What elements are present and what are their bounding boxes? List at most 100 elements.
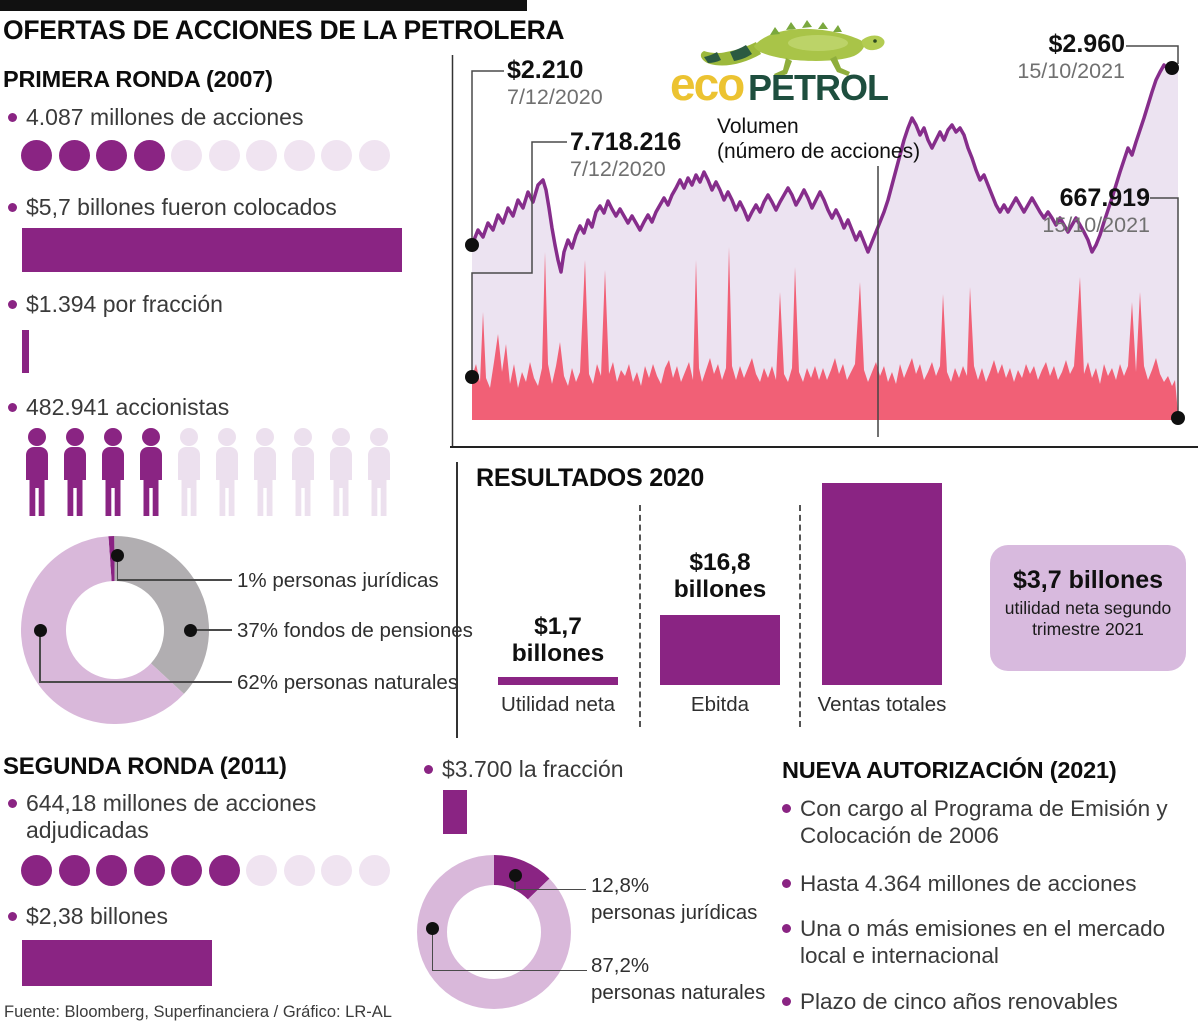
person-icon	[254, 428, 276, 516]
price-area	[472, 65, 1178, 420]
connector-line	[514, 875, 516, 890]
utilidad-2021-box: $3,7 billones utilidad neta segundo trim…	[990, 545, 1186, 671]
primera-colocados-label: $5,7 billones fueron colocados	[26, 194, 337, 220]
person-icon	[330, 428, 352, 516]
price-start-dot	[465, 238, 479, 252]
primera-colocados-bar	[22, 228, 402, 272]
person-icon	[26, 428, 48, 516]
ecopetrol-logo: eco PETROL	[670, 20, 889, 108]
annotation-volume-start: 7.718.216 7/12/2020	[570, 128, 681, 182]
bar-category-label: Utilidad neta	[501, 693, 615, 716]
primera-ronda-heading: PRIMERA RONDA (2007)	[3, 66, 273, 92]
annotation-date: 7/12/2020	[570, 157, 666, 181]
bullet-icon	[8, 113, 17, 122]
share-dot	[246, 855, 277, 886]
volume-area	[472, 247, 1178, 420]
primera-accionistas-item: 482.941 accionistas	[8, 394, 229, 421]
connector-line	[1126, 45, 1179, 64]
donut1-label-naturales: 62% personas naturales	[237, 671, 459, 694]
connector-line	[431, 928, 433, 971]
share-dot	[321, 140, 352, 171]
label-line: 87,2%	[591, 954, 650, 977]
annotation-volume-end: 667.919 15/10/2021	[1005, 184, 1150, 238]
primera-colocados-item: $5,7 billones fueron colocados	[8, 194, 337, 221]
donut2-label-naturales: 87,2% personas naturales	[591, 952, 765, 1006]
primera-fraccion-label: $1.394 por fracción	[26, 291, 223, 317]
person-icon	[292, 428, 314, 516]
segunda-adjudicadas-label: 644,18 millones de acciones adjudicadas	[26, 790, 317, 843]
bullet-icon	[8, 300, 17, 309]
segunda-donut-chart	[417, 855, 571, 1014]
fraccion2-label: $3.700 la fracción	[442, 756, 624, 782]
primera-accionistas-label: 482.941 accionistas	[26, 394, 230, 420]
share-dot	[358, 140, 390, 171]
bullet-icon	[8, 403, 17, 412]
share-dot	[283, 855, 315, 886]
share-dot	[321, 855, 352, 886]
volumen-label: Volumen (número de acciones)	[717, 114, 920, 164]
primera-fraccion-bar	[22, 330, 29, 373]
resultados-group-ebitda: $16,8 billones Ebitda	[640, 460, 800, 716]
donut2-label-juridicas: 12,8% personas jurídicas	[591, 872, 757, 926]
box-caption: utilidad neta segundo trimestre 2021	[1004, 598, 1172, 639]
donut1-label-pensiones: 37% fondos de pensiones	[237, 619, 473, 642]
share-dot	[358, 855, 390, 886]
connector-line	[190, 629, 232, 631]
bar-category-label: Ventas totales	[817, 693, 947, 716]
share-dot	[21, 140, 52, 171]
annotation-date: 7/12/2020	[507, 85, 603, 109]
share-dot	[283, 140, 315, 171]
nueva-bullet-3: Una o más emisiones en el mercado local …	[782, 915, 1194, 969]
annotation-value: $2.960	[1048, 30, 1125, 58]
bar-category-label: Ebitda	[690, 693, 750, 716]
segunda-billones-item: $2,38 billones	[8, 903, 168, 930]
resultados-group-ventas: $50,03 billones Ventas totales	[802, 460, 962, 716]
share-dot	[96, 855, 127, 886]
share-dot	[58, 140, 90, 171]
donut-chart	[21, 536, 209, 724]
connector-line	[431, 969, 587, 971]
segunda-adjudicadas-item: 644,18 millones de acciones adjudicadas	[8, 790, 358, 844]
person-icon	[216, 428, 238, 516]
person-icon	[368, 428, 390, 516]
value-line: $1,7	[534, 613, 582, 640]
connector-dot	[508, 868, 522, 882]
price-line	[470, 63, 1171, 274]
primera-acciones-label: 4.087 millones de acciones	[26, 104, 304, 130]
volumen-label-line2: (número de acciones)	[717, 140, 921, 163]
annotation-value: 667.919	[1059, 184, 1150, 212]
volume-start-dot	[465, 370, 479, 384]
label-line: 12,8%	[591, 874, 650, 897]
segunda-adjudicadas-dots	[21, 855, 396, 891]
nueva-bullet-label: Plazo de cinco años renovables	[800, 989, 1118, 1014]
bullet-icon	[8, 203, 17, 212]
nueva-bullet-label: Hasta 4.364 millones de acciones	[800, 871, 1137, 896]
fraccion2-item: $3.700 la fracción	[424, 756, 624, 783]
nueva-bullet-label: Una o más emisiones en el mercado local …	[800, 916, 1166, 968]
share-dot	[133, 855, 165, 886]
logo-eco-text: eco	[670, 58, 744, 108]
label-line: personas jurídicas	[591, 901, 758, 924]
connector-line	[1150, 197, 1179, 416]
ebitda-bar	[660, 615, 780, 685]
dashed-divider	[639, 505, 641, 727]
connector-line	[117, 579, 232, 581]
annotation-value: $2.210	[507, 56, 584, 84]
share-dot	[21, 855, 52, 886]
connector-line	[471, 141, 567, 377]
annotation-value: 7.718.216	[570, 128, 682, 156]
person-icon	[64, 428, 86, 516]
share-dot	[246, 140, 277, 171]
share-dot	[96, 140, 127, 171]
share-dot	[133, 140, 165, 171]
connector-line	[471, 70, 504, 245]
nueva-bullet-1: Con cargo al Programa de Emisión y Coloc…	[782, 795, 1194, 849]
price-end-dot	[1165, 61, 1179, 75]
share-dot	[171, 140, 202, 171]
dashed-divider	[799, 505, 801, 727]
connector-line	[39, 681, 232, 683]
value-line: billones	[511, 640, 605, 667]
value-line: $16,8	[689, 549, 751, 576]
primera-acciones-dots	[21, 140, 396, 176]
